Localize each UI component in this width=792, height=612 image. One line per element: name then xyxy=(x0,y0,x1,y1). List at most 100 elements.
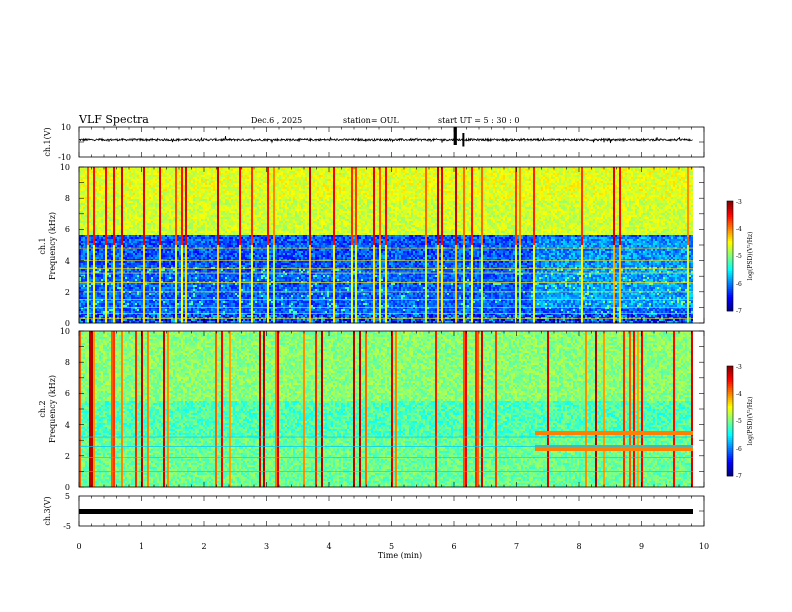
spectrogram-cell xyxy=(597,169,599,171)
spectrogram-cell xyxy=(433,171,435,173)
spectrogram-cell xyxy=(89,171,91,173)
ch1-spectrogram-panel: 0 2 4 6 8 10 ch.1 Frequency (kHz) -3 -4 … xyxy=(38,163,754,328)
spectrogram-cell xyxy=(387,171,389,173)
spectrogram-cell xyxy=(687,169,689,171)
spectrogram-cell xyxy=(521,171,523,173)
spectrogram-cell xyxy=(269,171,271,173)
spectrogram-cell xyxy=(607,171,609,173)
spectrogram-cell xyxy=(81,171,83,173)
spectrogram-cell xyxy=(187,171,189,173)
spectrogram-cell xyxy=(181,169,183,171)
spectrogram-cell xyxy=(343,171,345,173)
spectrogram-cell xyxy=(437,169,439,171)
spectrogram-cell xyxy=(207,171,209,173)
spectrogram-cell xyxy=(201,169,203,171)
spectrogram-cell xyxy=(597,171,599,173)
spectrogram-cell xyxy=(159,171,161,173)
spectrogram-cell xyxy=(445,169,447,171)
spectrogram-cell xyxy=(145,169,147,171)
spectrogram-cell xyxy=(525,169,527,171)
spectrogram-cell xyxy=(661,169,663,171)
spectrogram-cell xyxy=(429,171,431,173)
spectrogram-cell xyxy=(375,171,377,173)
spectrogram-cell xyxy=(395,171,397,173)
spectrogram-cell xyxy=(647,169,649,171)
spectrogram-cell xyxy=(531,171,533,173)
spectrogram-cell xyxy=(243,171,245,173)
spectrogram-cell xyxy=(643,169,645,171)
spectrogram-cell xyxy=(117,171,119,173)
spectrogram-cell xyxy=(337,169,339,171)
spectrogram-cell xyxy=(347,171,349,173)
spectrogram-cell xyxy=(525,171,527,173)
spectrogram-cell xyxy=(455,169,457,171)
spectrogram-cell xyxy=(331,171,333,173)
spectrogram-cell xyxy=(575,169,577,171)
spectrogram-cell xyxy=(449,169,451,171)
spectrogram-cell xyxy=(463,169,465,171)
spectrogram-cell xyxy=(171,169,173,171)
spectrogram-cell xyxy=(387,169,389,171)
spectrogram-cell xyxy=(613,169,615,171)
spectrogram-cell xyxy=(399,171,401,173)
spectrogram-cell xyxy=(151,169,153,171)
spectrogram-cell xyxy=(341,171,343,173)
spectrogram-cell xyxy=(339,171,341,173)
spectrogram-cell xyxy=(619,169,621,171)
ch1-ylabel: ch.1(V) xyxy=(43,127,52,156)
spectrogram-cell xyxy=(237,171,239,173)
spectrogram-cell xyxy=(665,169,667,171)
spectrogram-cell xyxy=(283,171,285,173)
spectrogram-cell xyxy=(513,169,515,171)
spectrogram-cell xyxy=(97,169,99,171)
spectrogram-cell xyxy=(211,169,213,171)
spectrogram-cell xyxy=(173,169,175,171)
spectrogram-cell xyxy=(351,169,353,171)
spectrogram-cell xyxy=(511,171,513,173)
spectrogram-cell xyxy=(685,169,687,171)
spectrogram-cell xyxy=(415,169,417,171)
spectrogram-cell xyxy=(399,169,401,171)
spectrogram-cell xyxy=(505,171,507,173)
spectrogram-cell xyxy=(127,171,129,173)
spectrogram-cell xyxy=(243,169,245,171)
spectrogram-cell xyxy=(539,171,541,173)
spectrogram-cell xyxy=(145,171,147,173)
spectrogram-cell xyxy=(545,169,547,171)
spectrogram-cell xyxy=(605,171,607,173)
spectrogram-cell xyxy=(329,171,331,173)
spectrogram-cell xyxy=(439,171,441,173)
spectrogram-cell xyxy=(87,169,89,171)
spectrogram-cell xyxy=(555,169,557,171)
spectrogram-cell xyxy=(561,169,563,171)
spectrogram-cell xyxy=(535,169,537,171)
spectrogram-cell xyxy=(157,169,159,171)
spectrogram-cell xyxy=(599,169,601,171)
spectrogram-cell xyxy=(673,169,675,171)
spectrogram-cell xyxy=(357,171,359,173)
spectrogram-cell xyxy=(551,169,553,171)
spectrogram-cell xyxy=(257,169,259,171)
spectrogram-cell xyxy=(353,171,355,173)
spectrogram-cell xyxy=(573,171,575,173)
spectrogram-cell xyxy=(251,171,253,173)
spectrogram-cell xyxy=(671,169,673,171)
spectrogram-cell xyxy=(559,171,561,173)
spectrogram-cell xyxy=(557,169,559,171)
spectrogram-cell xyxy=(383,169,385,171)
spectrogram-cell xyxy=(481,169,483,171)
spectrogram-cell xyxy=(299,169,301,171)
spectrogram-cell xyxy=(373,169,375,171)
spectrogram-cell xyxy=(363,171,365,173)
spectrogram-cell xyxy=(165,171,167,173)
spectrogram-cell xyxy=(137,169,139,171)
spectrogram-cell xyxy=(235,169,237,171)
spectrogram-cell xyxy=(285,171,287,173)
spectrogram-cell xyxy=(547,169,549,171)
spectrogram-cell xyxy=(501,169,503,171)
spectrogram-cell xyxy=(627,171,629,173)
spectrogram-cell xyxy=(587,171,589,173)
spectrogram-cell xyxy=(409,169,411,171)
spectrogram-cell xyxy=(331,169,333,171)
spectrogram-cell xyxy=(543,169,545,171)
